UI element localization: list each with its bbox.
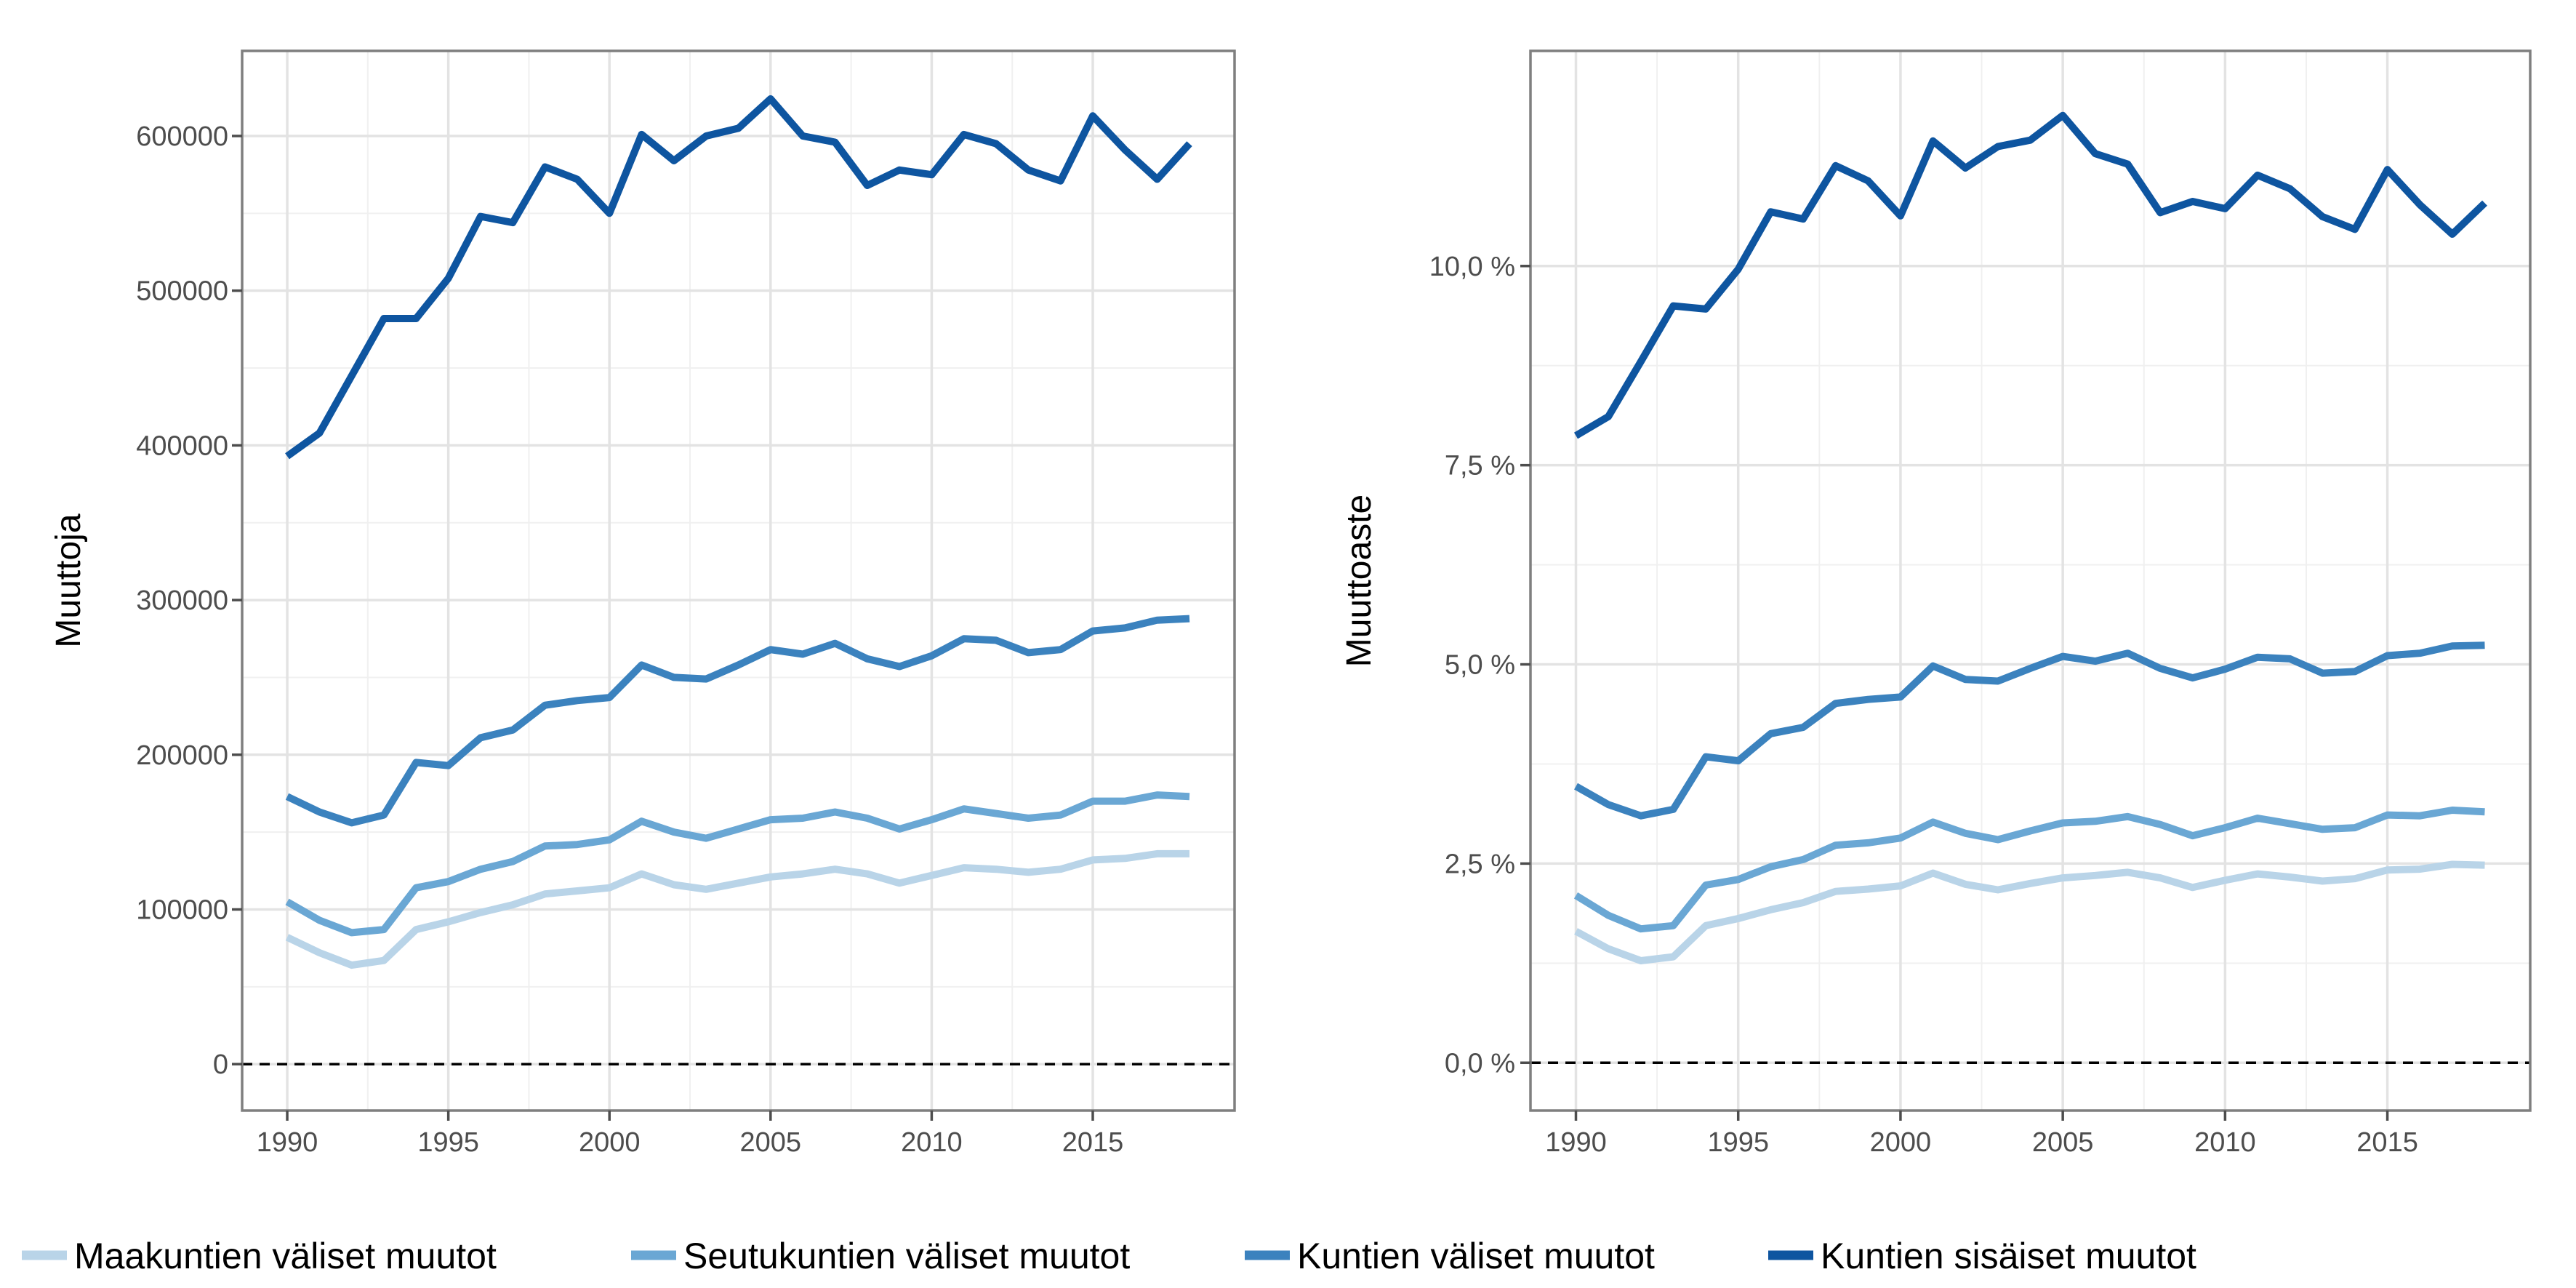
- legend-label: Seutukuntien väliset muutot: [683, 1236, 1130, 1276]
- x-tick-label: 1990: [1545, 1127, 1607, 1158]
- y-tick-label: 400000: [136, 431, 228, 461]
- legend-item: Maakuntien väliset muutot: [22, 1236, 497, 1276]
- y-tick-label: 2,5 %: [1445, 849, 1515, 879]
- x-tick-label: 2005: [2032, 1127, 2094, 1158]
- x-tick-label: 2010: [901, 1127, 963, 1158]
- x-axis: 1990 1995 2000 2005 2010 2015: [257, 1111, 1124, 1158]
- legend-label: Kuntien väliset muutot: [1297, 1236, 1655, 1276]
- panel-border: [241, 49, 1236, 1112]
- legend-item: Seutukuntien väliset muutot: [631, 1236, 1130, 1276]
- x-tick-label: 2015: [1062, 1127, 1124, 1158]
- y-axis-label: Muuttoaste: [1340, 495, 1379, 667]
- legend-item: Kuntien väliset muutot: [1245, 1236, 1655, 1276]
- y-tick-label: 5,0 %: [1445, 650, 1515, 681]
- legend-label: Maakuntien väliset muutot: [74, 1236, 497, 1276]
- y-tick-label: 500000: [136, 276, 228, 307]
- legend: Maakuntien väliset muutot Seutukuntien v…: [22, 1236, 2196, 1276]
- y-tick-label: 0: [213, 1049, 228, 1080]
- y-axis: 0 100000 200000 300000 400000 500000 600000: [136, 121, 242, 1080]
- x-tick-label: 2000: [1870, 1127, 1932, 1158]
- x-tick-label: 1995: [1707, 1127, 1769, 1158]
- x-tick-label: 2000: [579, 1127, 641, 1158]
- series-line: [1573, 807, 2485, 933]
- series-lines: [285, 95, 1192, 969]
- y-tick-label: 600000: [136, 121, 228, 152]
- chart-panel-migrations: 1990 1995 2000 2005 2010 2015 0 100000 200000 30…: [49, 49, 1236, 1158]
- series-line: [285, 791, 1190, 937]
- x-axis: 1990 1995 2000 2005 2010 2015: [1545, 1111, 2418, 1158]
- x-tick-label: 2005: [740, 1127, 802, 1158]
- x-tick-label: 1995: [417, 1127, 479, 1158]
- series-line: [1574, 860, 2485, 964]
- series-line: [285, 849, 1189, 969]
- legend-label: Kuntien sisäiset muutot: [1821, 1236, 2196, 1276]
- y-tick-label: 100000: [136, 895, 228, 925]
- y-tick-label: 0,0 %: [1445, 1048, 1515, 1079]
- y-tick-label: 200000: [136, 740, 228, 771]
- y-tick-label: 7,5 %: [1445, 451, 1515, 481]
- y-tick-label: 10,0 %: [1429, 252, 1515, 282]
- series-line: [1573, 111, 2487, 439]
- series-line: [285, 615, 1190, 827]
- y-tick-label: 300000: [136, 585, 228, 616]
- x-tick-label: 2015: [2356, 1127, 2418, 1158]
- chart-panel-migration-rate: 1990 1995 2000 2005 2010 2015 0,0 % 2,5 % 5,0 %…: [1340, 49, 2532, 1158]
- series-lines: [1573, 111, 2487, 964]
- y-axis: 0,0 % 2,5 % 5,0 % 7,5 % 10,0 %: [1429, 252, 1530, 1079]
- legend-item: Kuntien sisäiset muutot: [1768, 1236, 2196, 1276]
- panel-border: [1529, 49, 2532, 1112]
- series-line: [285, 95, 1192, 460]
- x-tick-label: 1990: [257, 1127, 318, 1158]
- y-axis-label: Muuttoja: [49, 513, 88, 647]
- x-tick-label: 2010: [2194, 1127, 2256, 1158]
- series-line: [1574, 641, 2485, 820]
